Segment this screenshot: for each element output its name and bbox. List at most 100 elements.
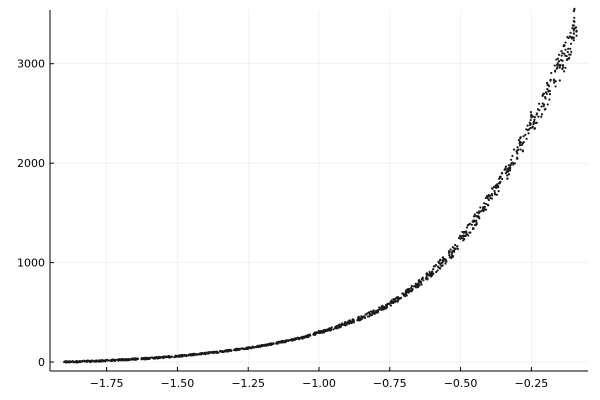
data-point xyxy=(238,348,242,351)
data-point xyxy=(345,323,348,326)
data-point xyxy=(326,328,329,332)
data-point xyxy=(525,128,528,131)
data-point xyxy=(425,275,428,278)
data-point xyxy=(545,81,549,84)
data-point xyxy=(526,124,529,127)
data-point xyxy=(552,79,556,82)
data-point xyxy=(570,36,573,39)
data-point xyxy=(570,50,573,53)
data-point xyxy=(554,85,557,88)
data-point xyxy=(544,96,547,99)
data-point xyxy=(522,135,525,138)
data-point xyxy=(548,93,552,96)
data-point xyxy=(425,272,429,275)
data-point xyxy=(396,300,399,303)
data-point xyxy=(550,71,553,75)
data-point xyxy=(467,234,470,237)
data-point xyxy=(486,195,489,198)
data-point xyxy=(375,309,378,313)
data-point xyxy=(559,63,562,67)
data-point xyxy=(493,191,497,195)
data-point xyxy=(90,359,93,363)
data-point xyxy=(540,105,543,108)
data-point xyxy=(412,285,415,288)
data-point xyxy=(431,272,435,275)
data-point xyxy=(100,359,104,362)
data-point xyxy=(573,16,576,19)
data-point xyxy=(190,354,194,357)
data-point xyxy=(86,359,89,362)
data-point xyxy=(484,196,487,199)
data-point xyxy=(375,311,378,314)
data-point xyxy=(124,357,127,361)
data-point xyxy=(519,141,523,144)
data-point xyxy=(557,60,560,63)
data-point xyxy=(509,163,512,166)
data-point xyxy=(72,361,75,364)
data-point xyxy=(285,339,288,342)
data-point xyxy=(347,320,351,323)
data-point xyxy=(297,337,300,340)
data-point xyxy=(507,164,511,167)
data-point xyxy=(366,312,369,315)
data-point xyxy=(161,355,164,358)
data-point xyxy=(538,102,541,105)
data-point xyxy=(434,263,438,267)
data-point xyxy=(561,64,564,67)
data-point xyxy=(306,335,310,339)
data-point xyxy=(530,113,533,116)
data-point xyxy=(506,177,509,180)
data-point xyxy=(276,342,279,345)
data-point xyxy=(573,20,576,23)
data-point xyxy=(419,281,422,284)
data-point xyxy=(569,47,572,50)
data-point xyxy=(574,27,577,30)
data-point xyxy=(556,66,559,69)
data-point xyxy=(566,50,569,54)
data-point xyxy=(358,319,361,322)
data-point xyxy=(575,34,578,37)
data-point xyxy=(564,41,567,44)
data-point xyxy=(521,149,524,152)
data-point xyxy=(564,48,567,51)
data-point xyxy=(472,220,475,223)
data-point xyxy=(517,139,520,142)
data-point xyxy=(499,180,502,183)
data-point xyxy=(560,50,563,53)
data-point xyxy=(432,267,435,271)
data-point xyxy=(165,355,168,358)
data-point xyxy=(546,88,549,91)
data-point xyxy=(349,320,352,323)
data-point xyxy=(490,192,493,196)
x-tick-label: −0.50 xyxy=(444,377,478,390)
data-point xyxy=(535,113,538,116)
data-point xyxy=(194,353,198,356)
data-point xyxy=(392,301,395,305)
data-point xyxy=(557,53,561,56)
data-point xyxy=(417,282,420,285)
data-point xyxy=(485,208,488,211)
data-point xyxy=(479,210,482,213)
data-point xyxy=(369,310,372,313)
data-point xyxy=(390,300,393,304)
data-point xyxy=(520,143,523,146)
data-point xyxy=(394,300,397,303)
data-point xyxy=(437,260,440,263)
data-point xyxy=(524,133,527,136)
data-point xyxy=(457,236,461,240)
data-point xyxy=(545,92,548,95)
data-point xyxy=(136,357,140,360)
data-point xyxy=(542,105,545,108)
data-point xyxy=(540,113,544,116)
data-point xyxy=(149,356,152,359)
data-point xyxy=(414,283,418,286)
data-point xyxy=(497,185,500,189)
data-point xyxy=(482,209,485,212)
data-point xyxy=(216,351,219,354)
data-point xyxy=(529,110,532,114)
data-point xyxy=(476,211,479,214)
data-point xyxy=(145,357,148,361)
data-point xyxy=(329,329,332,332)
data-point xyxy=(573,8,576,11)
data-point xyxy=(516,146,519,149)
